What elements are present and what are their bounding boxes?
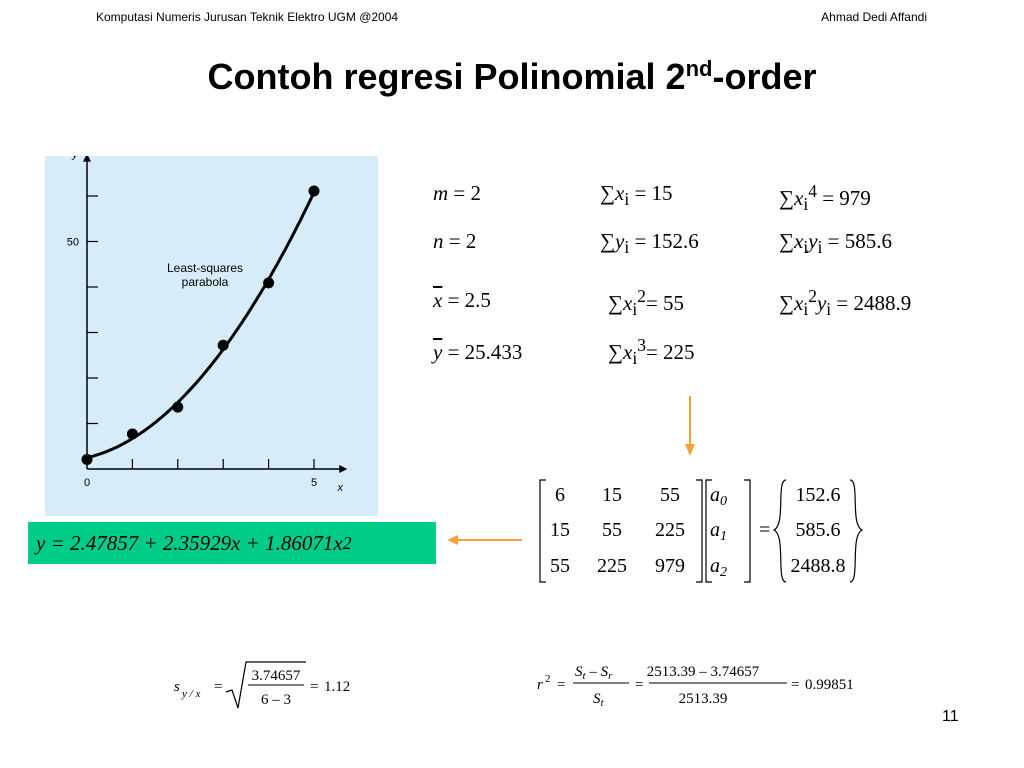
svg-text:=: = [310,679,318,695]
stat-sum-xi: ∑xi = 15 [600,181,673,210]
y-tick-label: 50 [67,237,79,249]
matrix-cell: 55 [550,555,570,577]
stat-ybar: y = 25.433 [433,340,523,364]
rhs-value: 2488.8 [791,555,846,577]
down-arrow-icon [685,396,695,456]
data-point [308,185,320,197]
svg-text:=: = [635,677,643,693]
matrix-cell: 55 [660,484,680,506]
data-point [217,339,229,351]
matrix-cell: 225 [597,555,627,577]
fitted-parabola [86,191,316,460]
stat-m: m = 2 [433,181,482,205]
stat-sum-xi2: ∑xi2= 55 [608,286,685,320]
syx-value: 1.12 [324,679,350,695]
svg-text:=: = [791,677,799,693]
data-point [172,401,184,413]
syx-formula: s y / x = 3.74657 6 – 3 = 1.12 [174,661,350,709]
header-left: Komputasi Numeris Jurusan Teknik Elektro… [96,10,399,24]
data-point [81,453,93,465]
data-point [263,277,275,289]
stat-sum-xi3: ∑xi3= 225 [608,335,695,369]
matrix-cell: 55 [602,519,622,541]
svg-text:2: 2 [545,673,551,685]
r2-numerator: 2513.39 – 3.74657 [647,664,760,680]
svg-text:y / x: y / x [181,688,200,700]
r2-denominator: 2513.39 [679,691,728,707]
result-equation: y = 2.47857 + 2.35929x + 1.86071x 2 [28,522,436,564]
chart-annotation: parabola [182,275,229,289]
matrix-cell: 15 [602,484,622,506]
r2-formula: r 2 = St – Sr St = 2513.39 – 3.74657 251… [537,664,854,709]
rhs-value: 585.6 [796,519,841,541]
x-axis-label: x [336,482,343,494]
unknown-a1: a1 [710,519,727,544]
svg-text:St – Sr: St – Sr [575,664,613,682]
chart-annotation: Least-squares [167,261,243,275]
syx-denominator: 6 – 3 [261,692,291,708]
page-number: 11 [942,708,959,725]
svg-text:=: = [214,679,222,695]
x-axis-arrow-icon [339,465,348,473]
equals-sign: = [759,519,770,541]
matrix-cell: 15 [550,519,570,541]
svg-text:St: St [593,691,605,709]
stat-sum-yi: ∑yi = 152.6 [600,229,699,258]
svg-text:r: r [537,677,543,693]
stat-sum-xiyi: ∑xiyi = 585.6 [779,229,892,258]
svg-text:s: s [174,679,180,695]
stat-xbar: x = 2.5 [433,288,491,312]
rhs-value: 152.6 [796,484,841,506]
header-right: Ahmad Dedi Affandi [821,10,927,24]
matrix-cell: 6 [555,484,565,506]
svg-text:=: = [557,677,565,693]
x-tick-label: 0 [84,477,90,489]
data-point [126,428,138,440]
unknown-a2: a2 [710,555,727,580]
x-tick-label: 5 [311,477,317,489]
syx-numerator: 3.74657 [252,668,301,684]
matrix-equation: 6 15 55 15 55 225 55 225 979 a0 a1 a2 = … [539,479,864,583]
y-axis-label: y [71,156,79,161]
matrix-cell: 225 [655,519,685,541]
matrix-cell: 979 [655,555,685,577]
stat-sum-xi2yi: ∑xi2yi = 2488.9 [779,286,912,320]
stat-n: n = 2 [433,229,477,253]
y-axis-arrow-icon [83,156,91,162]
r2-value: 0.99851 [805,677,854,693]
slide-title: Contoh regresi Polinomial 2nd-order [207,56,817,97]
left-arrow-icon [447,535,522,545]
chart-background [45,156,378,516]
stat-sum-xi4: ∑xi4 = 979 [779,181,871,215]
unknown-a0: a0 [710,484,727,509]
